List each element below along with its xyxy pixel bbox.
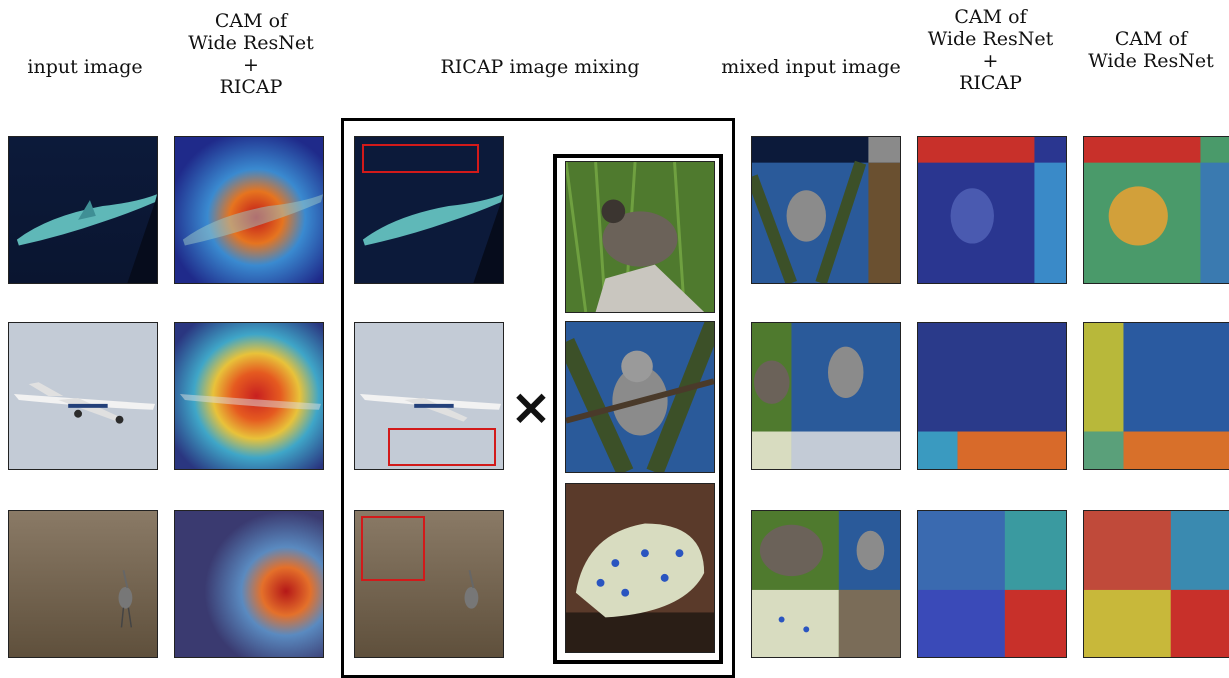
crop-box-shark bbox=[362, 144, 479, 173]
mixed-cam-wrn-2 bbox=[1083, 322, 1229, 470]
airplane-cam-ricap bbox=[174, 322, 324, 470]
airplane-image bbox=[8, 322, 158, 470]
shark-image bbox=[8, 136, 158, 284]
header-cam-ricap: CAM of Wide ResNet + RICAP bbox=[188, 10, 314, 98]
mixed-image-1 bbox=[751, 136, 901, 284]
quail-image bbox=[565, 161, 715, 313]
mixed-cam-ricap-3 bbox=[917, 510, 1067, 658]
mixed-image-2 bbox=[751, 322, 901, 470]
header-cam-wrn: CAM of Wide ResNet bbox=[1088, 28, 1214, 72]
header-ricap-mixing: RICAP image mixing bbox=[440, 56, 640, 78]
shark-cam-ricap bbox=[174, 136, 324, 284]
crane-image bbox=[8, 510, 158, 658]
crane-crop-source bbox=[354, 510, 504, 658]
crop-box-airplane bbox=[388, 428, 496, 466]
koala-image bbox=[565, 321, 715, 473]
header-input-image: input image bbox=[27, 56, 143, 78]
patch-images-frame bbox=[553, 154, 723, 664]
mixed-cam-ricap-2 bbox=[917, 322, 1067, 470]
header-mixed-input: mixed input image bbox=[721, 56, 901, 78]
crop-box-crane bbox=[361, 516, 425, 581]
header-cam-ricap-2: CAM of Wide ResNet + RICAP bbox=[927, 6, 1054, 94]
shark-crop-source bbox=[354, 136, 504, 284]
mixed-cam-ricap-1 bbox=[917, 136, 1067, 284]
mixed-image-3 bbox=[751, 510, 901, 658]
airplane-crop-source bbox=[354, 322, 504, 470]
mixed-cam-wrn-3 bbox=[1083, 510, 1229, 658]
times-operator: × bbox=[510, 378, 552, 436]
crane-cam-ricap bbox=[174, 510, 324, 658]
mixed-cam-wrn-1 bbox=[1083, 136, 1229, 284]
sea-slug-image bbox=[565, 483, 715, 653]
